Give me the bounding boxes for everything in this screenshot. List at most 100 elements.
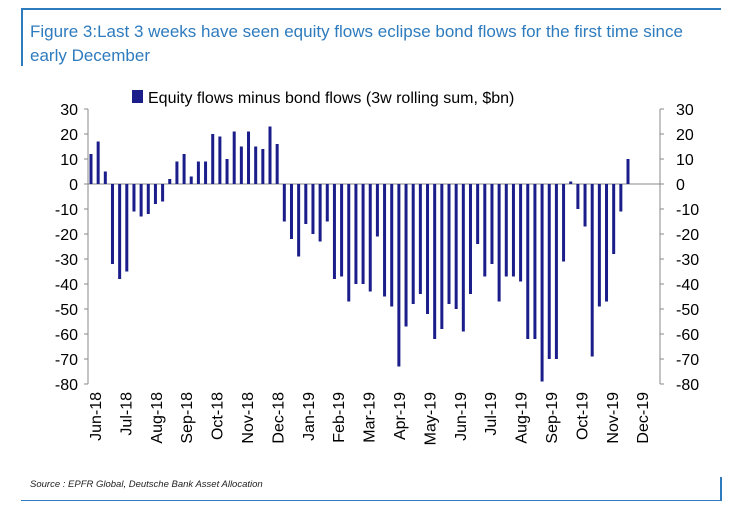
y-tick-label-left: -70: [55, 352, 78, 369]
axes: [87, 109, 661, 384]
x-tick-label: Feb-19: [331, 392, 348, 443]
bar: [433, 184, 437, 339]
bar: [89, 154, 93, 184]
legend-swatch: [132, 90, 143, 103]
bar: [576, 184, 580, 209]
bar: [612, 184, 616, 254]
bar: [110, 184, 114, 264]
bar: [490, 184, 494, 264]
bar: [468, 184, 472, 294]
bar: [297, 184, 301, 257]
bar: [626, 159, 630, 184]
legend-label: Equity flows minus bond flows (3w rollin…: [148, 90, 514, 107]
bar: [225, 159, 229, 184]
y-tick-label-right: -70: [676, 352, 699, 369]
bar: [161, 184, 165, 202]
bar: [239, 146, 243, 184]
x-tick-label: May-19: [422, 392, 439, 445]
y-tick-label-right: -30: [676, 252, 699, 269]
bar: [562, 184, 566, 262]
x-tick-label: Oct-18: [210, 392, 227, 440]
bar: [153, 184, 157, 204]
bar: [103, 171, 107, 184]
bar: [390, 184, 394, 307]
bar: [440, 184, 444, 329]
y-tick-label-left: -80: [55, 377, 78, 394]
bar: [590, 184, 594, 357]
bar: [411, 184, 415, 304]
x-tick-label: Nov-18: [240, 392, 257, 444]
bar: [583, 184, 587, 227]
y-tick-label-left: -20: [55, 227, 78, 244]
figure-title: Figure 3:Last 3 weeks have seen equity f…: [30, 22, 683, 65]
bars: [89, 126, 630, 382]
y-tick-label-right: -40: [676, 277, 699, 294]
bar: [519, 184, 523, 282]
y-tick-label-right: 0: [676, 177, 685, 194]
source-note: Source : EPFR Global, Deutsche Bank Asse…: [30, 479, 263, 490]
bar: [318, 184, 322, 242]
x-tick-label: Jan-19: [301, 392, 318, 441]
bar: [483, 184, 487, 277]
bar: [383, 184, 387, 297]
y-tick-label-right: 20: [676, 127, 694, 144]
bar: [368, 184, 372, 292]
figure-frame-top: [21, 8, 721, 10]
bar: [461, 184, 465, 332]
figure-frame-bottom: [21, 500, 722, 501]
y-axis-right: 30 20 10 0 -10 -20 -30 -40 -50 -60 -70 -80: [660, 102, 699, 394]
bar: [347, 184, 351, 302]
bar: [175, 161, 179, 184]
y-tick-label-left: 20: [60, 127, 78, 144]
y-tick-label-left: 10: [60, 152, 78, 169]
bar: [211, 134, 215, 184]
bar: [232, 131, 236, 184]
bar: [526, 184, 530, 339]
bar: [447, 184, 451, 304]
bar: [497, 184, 501, 302]
bar: [554, 184, 558, 359]
y-tick-label-right: -20: [676, 227, 699, 244]
x-tick-label: Apr-19: [392, 392, 409, 440]
bar: [204, 161, 208, 184]
x-tick-label: Jun-19: [453, 392, 470, 441]
x-tick-label: Jun-18: [88, 392, 105, 441]
bar: [146, 184, 150, 214]
bar: [418, 184, 422, 294]
x-tick-label: Sep-18: [179, 392, 196, 444]
bar: [569, 181, 573, 184]
y-tick-label-left: -50: [55, 302, 78, 319]
bar: [268, 126, 272, 184]
bar: [254, 146, 258, 184]
bar: [289, 184, 293, 239]
bar: [118, 184, 122, 279]
x-tick-label: Jul-19: [483, 392, 500, 436]
x-tick-label: Mar-19: [362, 392, 379, 443]
bar: [247, 131, 251, 184]
bar: [454, 184, 458, 309]
bar: [397, 184, 401, 367]
y-tick-label-left: -60: [55, 327, 78, 344]
bar: [404, 184, 408, 327]
bar: [354, 184, 358, 284]
bar: [597, 184, 601, 307]
bar: [311, 184, 315, 234]
bar: [504, 184, 508, 277]
bar: [340, 184, 344, 277]
bar: [619, 184, 623, 212]
bar: [132, 184, 136, 212]
y-tick-label-right: -10: [676, 202, 699, 219]
bar: [218, 136, 222, 184]
y-tick-label-left: -40: [55, 277, 78, 294]
y-tick-label-left: 0: [69, 177, 78, 194]
bar: [304, 184, 308, 224]
y-axis-left: 30 20 10 0 -10 -20 -30 -40 -50 -60 -70 -80: [55, 102, 88, 394]
y-tick-label-right: 10: [676, 152, 694, 169]
bar: [605, 184, 609, 302]
y-tick-label-right: -80: [676, 377, 699, 394]
y-tick-label-right: -50: [676, 302, 699, 319]
bar: [476, 184, 480, 244]
x-tick-label: Jul-18: [118, 392, 135, 436]
bar: [511, 184, 515, 277]
